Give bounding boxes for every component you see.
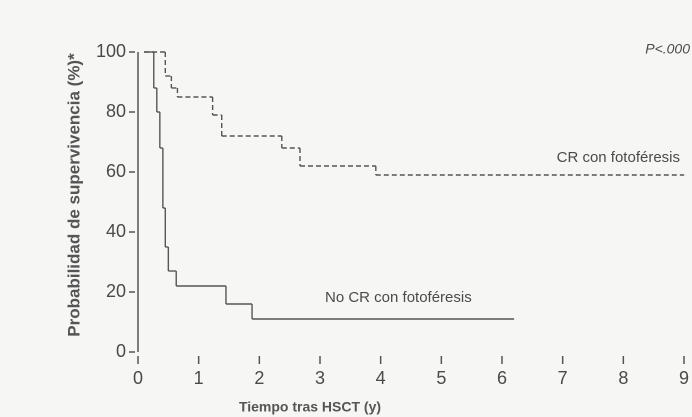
x-tick-label: 9 [679,368,689,388]
series-label: No CR con fotoféresis [325,289,472,306]
y-axis-title: Probabilidad de supervivencia (%)* [64,53,83,337]
x-tick-label: 3 [315,368,325,388]
x-axis-title: Tiempo tras HSCT (y) [239,399,381,415]
annotation: P<.000 [645,41,690,57]
x-tick-label: 0 [133,368,143,388]
x-tick-label: 6 [497,368,507,388]
y-tick-label: 60 [106,161,126,181]
series-label: CR con fotoféresis [557,149,680,166]
x-tick-label: 1 [194,368,204,388]
y-tick-label: 100 [96,41,126,61]
y-tick-label: 80 [106,101,126,121]
y-tick-label: 0 [116,341,126,361]
x-tick-label: 7 [558,368,568,388]
x-tick-label: 4 [376,368,386,388]
y-tick-label: 20 [106,281,126,301]
x-tick-label: 2 [254,368,264,388]
x-tick-label: 8 [618,368,628,388]
y-tick-label: 40 [106,221,126,241]
x-tick-label: 5 [436,368,446,388]
